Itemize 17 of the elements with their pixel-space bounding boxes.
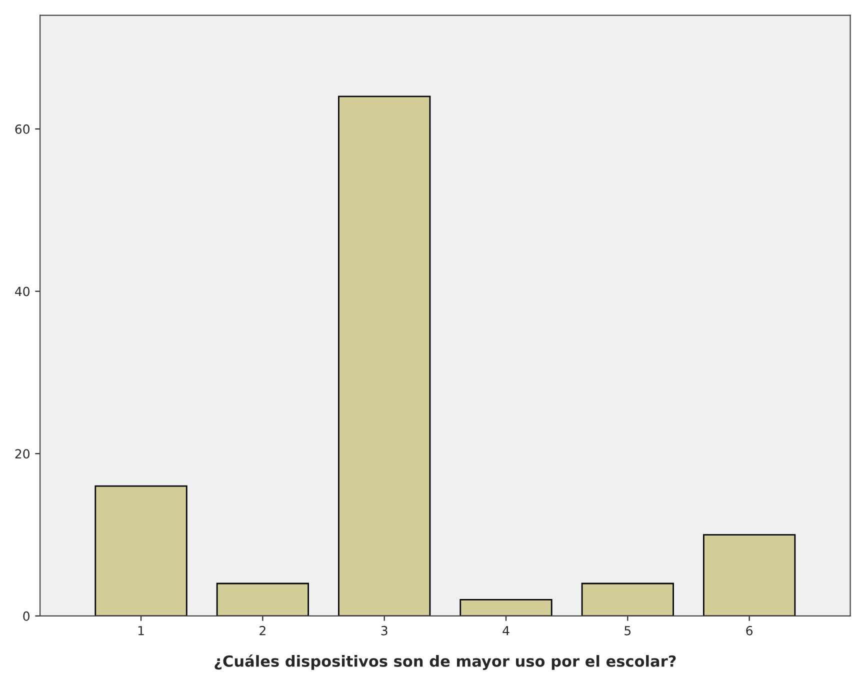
bar	[216, 582, 309, 616]
bar	[581, 582, 674, 616]
y-tick-label: 20	[15, 449, 30, 459]
x-tick-label: 1	[138, 626, 144, 636]
x-tick-label: 4	[502, 626, 510, 636]
bar	[460, 599, 552, 616]
y-tick-label: 0	[23, 611, 30, 621]
x-tick-label: 5	[624, 626, 631, 636]
bar	[703, 534, 796, 616]
x-tick-label: 3	[381, 626, 388, 636]
x-tick-label: 2	[260, 626, 266, 636]
x-axis-title: ¿Cuáles dispositivos son de mayor uso por el escolar?	[214, 654, 676, 670]
x-tick-label: 6	[746, 626, 753, 636]
bar	[94, 485, 188, 616]
y-tick-label: 60	[15, 124, 30, 134]
y-tick-label: 40	[15, 286, 30, 296]
bar	[338, 96, 431, 616]
